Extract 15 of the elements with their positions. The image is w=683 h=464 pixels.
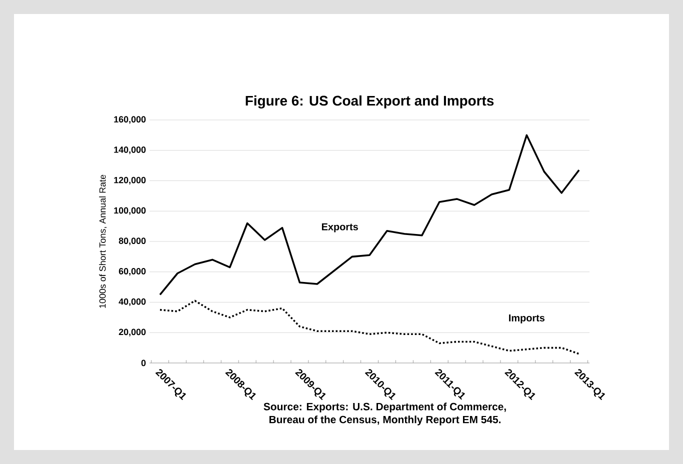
y-tick-label: 100,000 (114, 207, 146, 215)
y-tick-label: 40,000 (118, 298, 146, 306)
source-note: Source: Exports: U.S. Department of Commerce, (264, 402, 506, 412)
y-tick-label: 80,000 (118, 238, 146, 246)
text: Imports (509, 314, 545, 324)
y-tick-label: 20,000 (118, 328, 146, 336)
y-tick-label: 0 (141, 360, 146, 366)
y-tick-label: 140,000 (114, 146, 146, 154)
text: Bureau of the Census, Monthly Report EM 545. (269, 416, 501, 426)
y-tick-label: 60,000 (118, 268, 146, 276)
y-tick-label: 120,000 (114, 176, 146, 185)
y-axis-title: 1000s of Short Tons, Annual Rate (99, 174, 107, 308)
text: Exports (322, 223, 358, 232)
y-tick-label: 160,000 (114, 116, 146, 124)
chart-title: Figure 6: US Coal Export and Imports (246, 95, 494, 108)
